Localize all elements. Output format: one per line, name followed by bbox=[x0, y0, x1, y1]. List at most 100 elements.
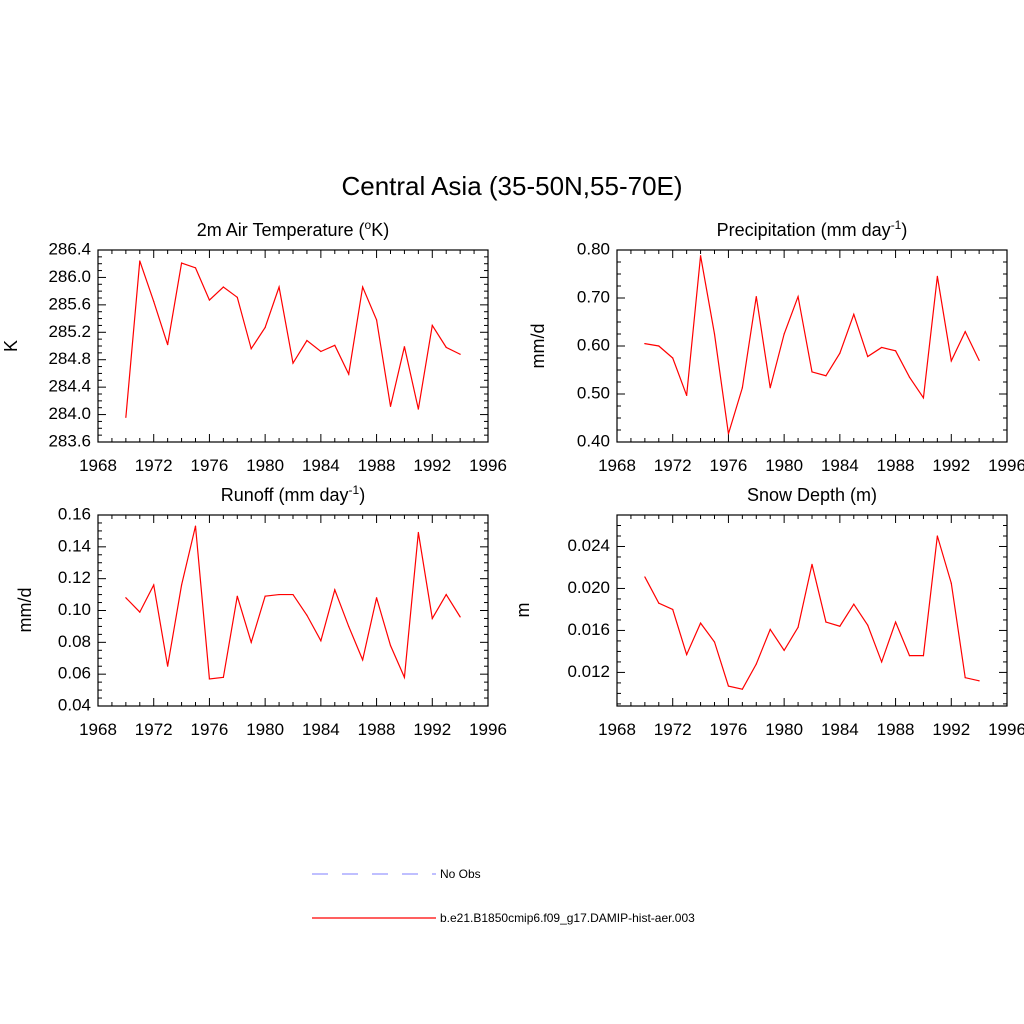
y-tick-label: 0.12 bbox=[58, 568, 91, 587]
data-point bbox=[403, 676, 406, 678]
x-tick-label: 1968 bbox=[598, 456, 636, 475]
panel-title-text: 2m Air Temperature ( bbox=[197, 220, 365, 240]
data-point bbox=[208, 299, 211, 301]
data-point bbox=[783, 649, 785, 651]
data-point bbox=[658, 602, 660, 604]
y-tick-label: 0.020 bbox=[567, 578, 610, 597]
panel-precipitation: Precipitation (mm day-1) mm/d 1968 1972 1976… bbox=[528, 218, 1024, 475]
x-tick-label: 1996 bbox=[469, 720, 507, 739]
data-point bbox=[403, 346, 406, 348]
series-line bbox=[125, 526, 461, 680]
x-tick-label: 1984 bbox=[302, 720, 340, 739]
data-point bbox=[334, 344, 336, 346]
data-point bbox=[375, 597, 378, 599]
x-tick-label: 1988 bbox=[358, 720, 396, 739]
data-point bbox=[348, 625, 350, 628]
x-tick-label: 1988 bbox=[877, 456, 915, 475]
x-tick-label: 1984 bbox=[821, 456, 859, 475]
data-point bbox=[459, 616, 461, 618]
data-point bbox=[459, 353, 461, 355]
x-tick-label: 1992 bbox=[932, 456, 970, 475]
data-point bbox=[306, 339, 308, 342]
data-point bbox=[811, 563, 813, 565]
x-tick-label: 1988 bbox=[358, 456, 396, 475]
data-point bbox=[167, 344, 169, 346]
data-point bbox=[867, 355, 869, 358]
data-point bbox=[686, 653, 688, 656]
plot-frame bbox=[97, 514, 489, 707]
plot-frame bbox=[616, 514, 1008, 707]
y-tick-label: 0.016 bbox=[567, 620, 610, 639]
y-tick-label: 0.60 bbox=[577, 335, 610, 354]
x-tick-label: 1996 bbox=[988, 456, 1024, 475]
data-point bbox=[389, 644, 392, 647]
data-point bbox=[153, 584, 155, 586]
x-tick-label: 1972 bbox=[654, 720, 692, 739]
y-tick-label: 0.14 bbox=[58, 536, 91, 555]
data-point bbox=[445, 593, 447, 596]
y-axis-label: m bbox=[513, 603, 533, 618]
data-point bbox=[950, 582, 952, 584]
data-point bbox=[250, 348, 252, 350]
data-point bbox=[825, 621, 827, 623]
data-point bbox=[222, 286, 224, 288]
data-point bbox=[236, 595, 238, 597]
data-point bbox=[194, 525, 197, 527]
data-point bbox=[658, 345, 660, 347]
data-point bbox=[125, 597, 127, 599]
data-point bbox=[375, 319, 378, 321]
data-point bbox=[153, 300, 155, 303]
y-tick-label: 0.06 bbox=[58, 664, 91, 683]
x-tick-label: 1968 bbox=[79, 456, 117, 475]
panel-title-text: Precipitation (mm day bbox=[717, 220, 891, 240]
x-tick-label: 1984 bbox=[821, 720, 859, 739]
series-line bbox=[125, 260, 461, 418]
data-point bbox=[417, 531, 419, 534]
data-point bbox=[881, 661, 883, 663]
data-point bbox=[250, 641, 252, 643]
data-point bbox=[417, 408, 419, 410]
data-point bbox=[867, 624, 869, 626]
panel-title-superscript: -1 bbox=[349, 483, 360, 497]
x-tick-label: 1980 bbox=[765, 720, 803, 739]
data-point bbox=[964, 677, 966, 679]
data-point bbox=[797, 295, 799, 298]
y-tick-label: 286.0 bbox=[48, 267, 91, 286]
y-tick-label: 285.2 bbox=[48, 322, 91, 341]
data-point bbox=[839, 625, 841, 627]
x-tick-label: 1976 bbox=[710, 720, 748, 739]
x-tick-label: 1968 bbox=[79, 720, 117, 739]
x-tick-label: 1992 bbox=[932, 720, 970, 739]
y-tick-label: 284.8 bbox=[48, 349, 91, 368]
panel-title-superscript: -1 bbox=[891, 218, 902, 232]
data-point bbox=[180, 262, 183, 264]
y-tick-label: 0.024 bbox=[567, 536, 610, 555]
panel-title: Snow Depth (m) bbox=[747, 485, 877, 505]
y-tick-label: 0.40 bbox=[577, 431, 610, 450]
data-point bbox=[278, 286, 280, 288]
y-tick-label: 0.50 bbox=[577, 383, 610, 402]
data-point bbox=[741, 387, 743, 389]
data-point bbox=[922, 397, 925, 399]
data-point bbox=[672, 357, 674, 359]
data-point bbox=[713, 641, 716, 643]
data-point bbox=[644, 576, 646, 578]
data-point bbox=[362, 286, 364, 288]
x-tick-label: 1980 bbox=[765, 456, 803, 475]
data-point bbox=[431, 324, 433, 327]
data-point bbox=[139, 611, 141, 613]
x-tick-label: 1992 bbox=[413, 720, 451, 739]
panel-title-text: Snow Depth (m) bbox=[747, 485, 877, 505]
panel-title: Precipitation (mm day-1) bbox=[717, 218, 908, 240]
y-tick-label: 0.08 bbox=[58, 632, 91, 651]
x-tick-label: 1988 bbox=[877, 720, 915, 739]
x-tick-label: 1972 bbox=[135, 456, 173, 475]
x-tick-label: 1984 bbox=[302, 456, 340, 475]
data-point bbox=[769, 387, 771, 389]
y-axis-label: K bbox=[1, 340, 21, 352]
panel-title-superscript: o bbox=[365, 218, 372, 232]
y-tick-label: 0.012 bbox=[567, 662, 610, 681]
panel-title-end: ) bbox=[901, 220, 907, 240]
data-point bbox=[686, 394, 688, 397]
data-point bbox=[362, 659, 364, 661]
